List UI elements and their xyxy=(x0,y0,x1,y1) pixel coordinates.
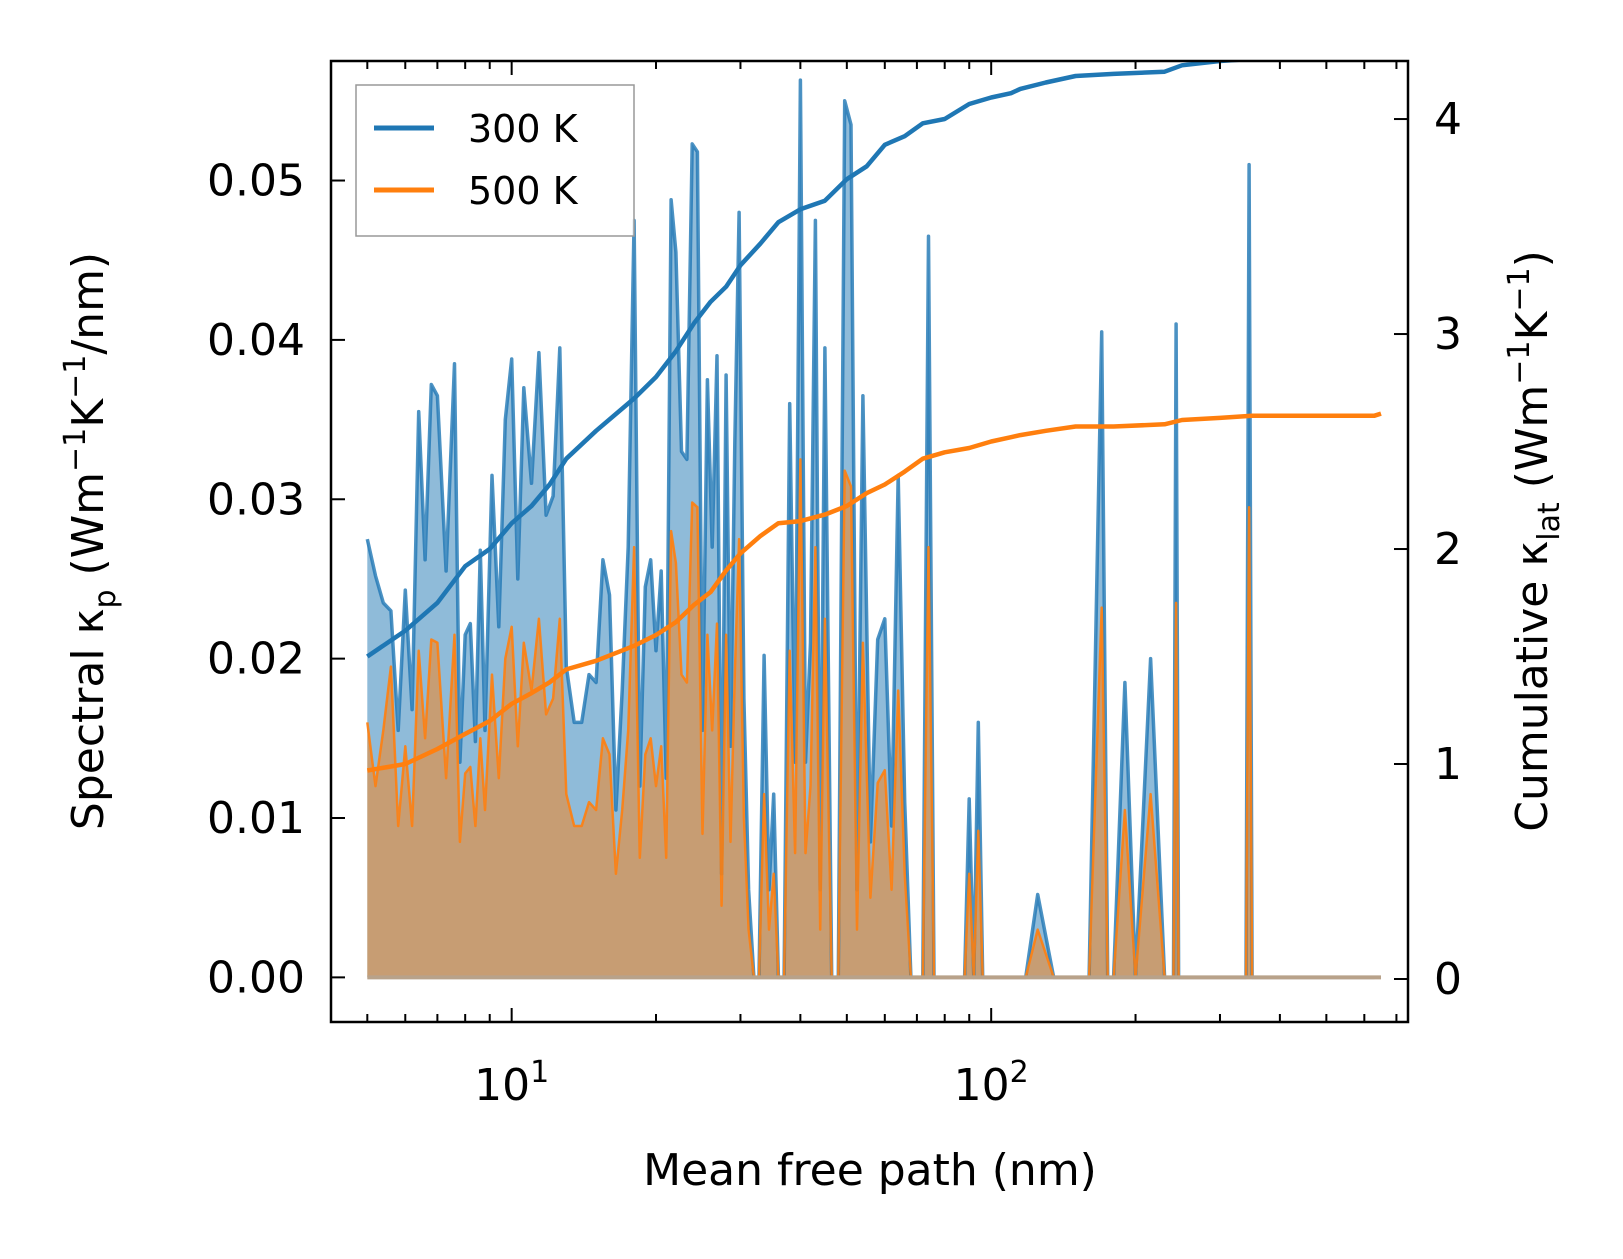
x-tick-label-exp: 1 xyxy=(530,1055,549,1090)
y-left-title-units-open: (Wm xyxy=(63,472,114,590)
plot-content xyxy=(365,61,1382,980)
y-left-tick-label: 0.02 xyxy=(207,634,305,685)
x-axis-title: Mean free path (nm) xyxy=(643,1145,1097,1196)
y-left-axis-title: Spectral κp (Wm−1K−1/nm) xyxy=(58,252,123,830)
y-right-tick-label: 2 xyxy=(1434,524,1462,575)
x-tick-label-exp: 2 xyxy=(1010,1055,1029,1090)
y-right-tick-label: 3 xyxy=(1434,309,1462,360)
y-left-tick-label: 0.04 xyxy=(207,315,305,366)
y-right-tick-label: 0 xyxy=(1434,954,1462,1005)
legend-label-500k: 500 K xyxy=(468,169,579,213)
y-left-title-sup2: −1 xyxy=(58,355,93,399)
y-left-title-sup1: −1 xyxy=(58,428,93,472)
tick-marks xyxy=(331,61,1408,1022)
y-left-tick-label: 0.01 xyxy=(207,793,305,844)
y-right-title-units-mid: K xyxy=(1507,310,1558,340)
y-left-tick-label: 0.00 xyxy=(207,952,305,1003)
x-tick-label-base: 10 xyxy=(474,1060,530,1111)
legend-frame xyxy=(355,84,635,237)
y-left-tick-label: 0.05 xyxy=(207,156,305,207)
y-right-title-sub: lat xyxy=(1532,502,1567,541)
y-right-title-main: Cumulative κ xyxy=(1507,541,1558,832)
y-left-title-main: Spectral κ xyxy=(63,609,114,831)
y-right-tick-label: 1 xyxy=(1434,739,1462,790)
y-right-title-sup1: −1 xyxy=(1502,340,1537,384)
x-tick-label-base: 10 xyxy=(954,1060,1010,1111)
cumulative-500k-line xyxy=(366,411,1382,773)
y-left-title-units-close: /nm) xyxy=(63,252,114,355)
y-right-title-sup2: −1 xyxy=(1502,267,1537,311)
plot-frame xyxy=(329,59,1410,1024)
y-right-title-units-close: ) xyxy=(1507,250,1558,267)
x-tick-label: 101 xyxy=(474,1055,549,1111)
y-right-tick-label: 4 xyxy=(1434,94,1462,145)
y-left-title-sub: p xyxy=(88,589,123,608)
x-tick-label: 102 xyxy=(954,1055,1029,1111)
legend: 300 K 500 K xyxy=(355,84,635,237)
cumulative-300k-line xyxy=(366,61,1256,659)
y-left-title-units-mid: K xyxy=(63,398,114,428)
y-right-axis-title: Cumulative κlat (Wm−1K−1) xyxy=(1502,250,1567,832)
y-left-tick-label: 0.03 xyxy=(207,474,305,525)
legend-label-300k: 300 K xyxy=(468,107,579,151)
y-right-title-units-open: (Wm xyxy=(1507,385,1558,503)
